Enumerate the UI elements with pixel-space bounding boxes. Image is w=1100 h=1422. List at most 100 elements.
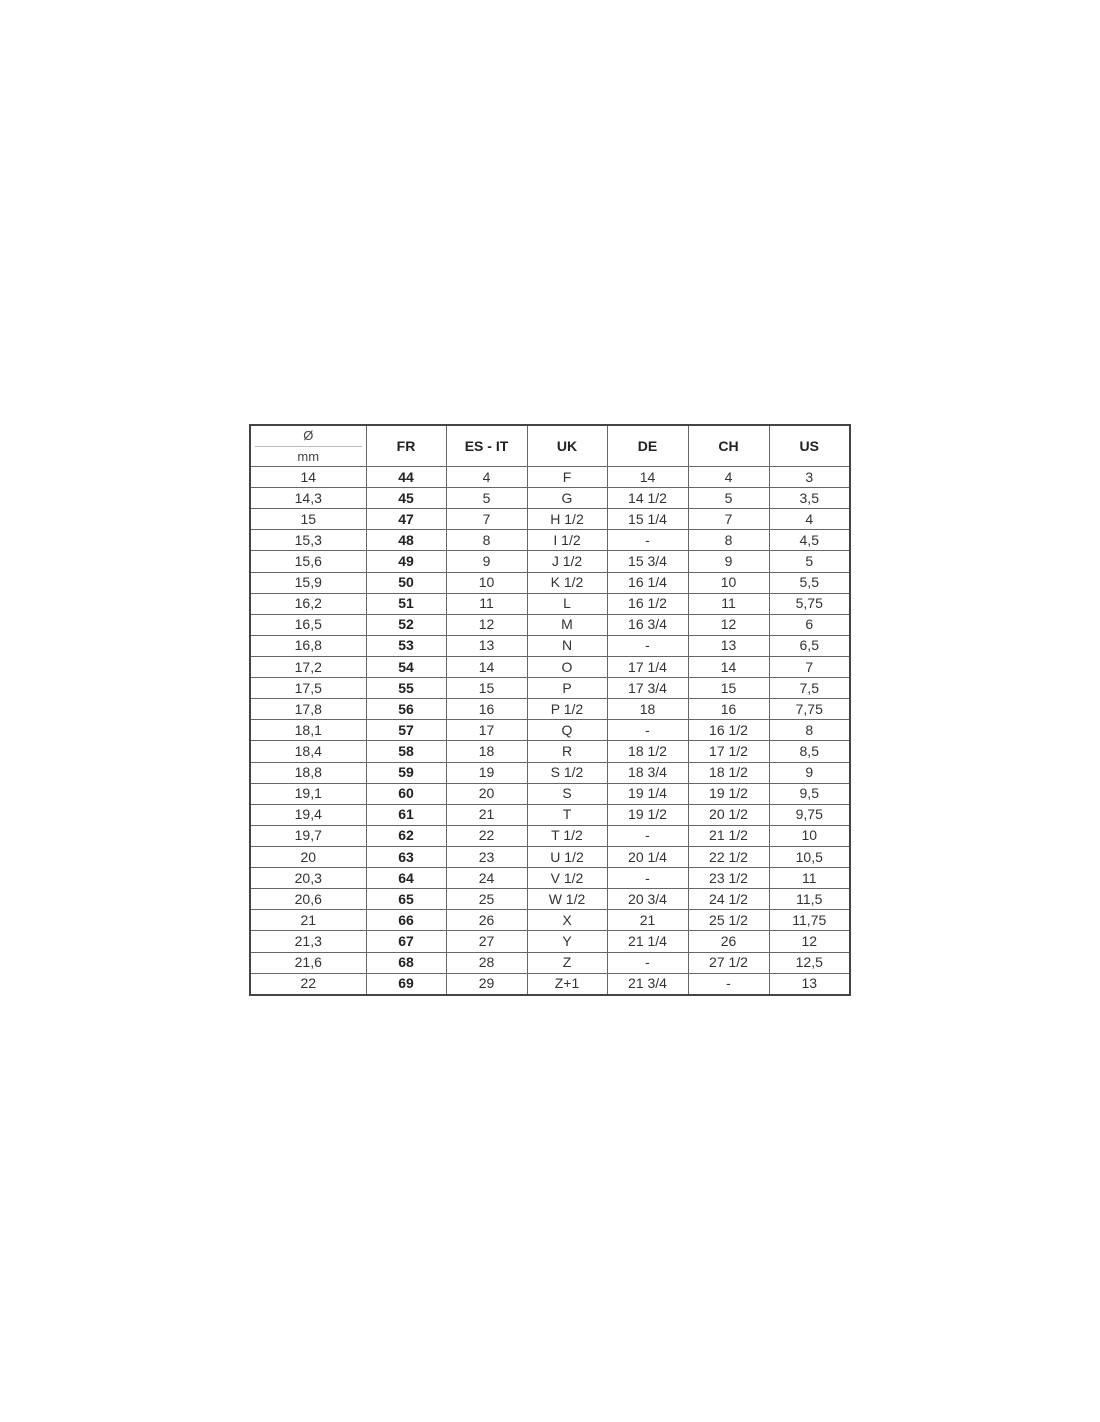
cell-de: - bbox=[606, 824, 689, 847]
cell-diameter-mm: 16,8 bbox=[249, 634, 367, 657]
cell-es-it: 12 bbox=[445, 613, 528, 636]
cell-ch: 16 1/2 bbox=[687, 719, 770, 742]
cell-fr: 51 bbox=[365, 592, 447, 615]
table-row: 15,3 48 8 I 1/2-8 4,5 bbox=[249, 529, 851, 552]
cell-ch: 7 bbox=[687, 508, 770, 531]
cell-uk: H 1/2 bbox=[526, 508, 608, 531]
table-row: 15,9 50 10 K 1/2 16 1/4 10 5,5 bbox=[249, 571, 851, 594]
table-row: 20 63 23 U 1/2 20 1/4 22 1/2 10,5 bbox=[249, 845, 851, 869]
cell-uk: Y bbox=[526, 930, 608, 953]
ring-size-table: Ø mm FR ES - IT UK DE CH US 14 44 4 F 14 4 3 14… bbox=[249, 424, 851, 996]
table-row: 17,5 55 15 P 17 3/4 15 7,5 bbox=[249, 677, 851, 700]
cell-ch: - bbox=[687, 972, 770, 996]
cell-de: - bbox=[606, 634, 689, 657]
table-row: 22 69 29 Z+1 21 3/4-13 bbox=[249, 972, 851, 996]
cell-ch: 5 bbox=[687, 487, 770, 510]
cell-uk: T 1/2 bbox=[526, 824, 608, 847]
header-us: US bbox=[768, 424, 851, 467]
cell-diameter-mm: 14,3 bbox=[249, 487, 367, 510]
cell-us: 10 bbox=[768, 824, 851, 847]
cell-diameter-mm: 18,8 bbox=[249, 761, 367, 784]
cell-diameter-mm: 21 bbox=[249, 909, 367, 932]
cell-us: 11,75 bbox=[768, 909, 851, 932]
cell-us: 7,5 bbox=[768, 677, 851, 700]
cell-fr: 69 bbox=[365, 972, 447, 996]
cell-de: 14 1/2 bbox=[606, 487, 689, 510]
table-row: 19,7 62 22 T 1/2-21 1/2 10 bbox=[249, 824, 851, 847]
table-row: 20,6 65 25 W 1/2 20 3/4 24 1/2 11,5 bbox=[249, 888, 851, 911]
cell-fr: 68 bbox=[365, 951, 447, 974]
table-row: 14 44 4 F 14 4 3 bbox=[249, 465, 851, 489]
table-row: 21,6 68 28 Z -27 1/2 12,5 bbox=[249, 951, 851, 974]
cell-us: 13 bbox=[768, 972, 851, 996]
cell-us: 9,5 bbox=[768, 782, 851, 805]
table-row: 19,4 61 21 T 19 1/2 20 1/2 9,75 bbox=[249, 803, 851, 826]
cell-diameter-mm: 20,3 bbox=[249, 867, 367, 890]
cell-es-it: 22 bbox=[445, 824, 528, 847]
cell-us: 4 bbox=[768, 508, 851, 531]
cell-diameter-mm: 18,4 bbox=[249, 740, 367, 763]
cell-us: 7,75 bbox=[768, 698, 851, 721]
cell-diameter-mm: 17,8 bbox=[249, 698, 367, 721]
cell-uk: J 1/2 bbox=[526, 550, 608, 573]
cell-fr: 50 bbox=[365, 571, 447, 594]
cell-uk: K 1/2 bbox=[526, 571, 608, 594]
cell-uk: O bbox=[526, 655, 608, 679]
cell-us: 5 bbox=[768, 550, 851, 573]
cell-de: 20 1/4 bbox=[606, 845, 689, 869]
cell-us: 12 bbox=[768, 930, 851, 953]
cell-fr: 52 bbox=[365, 613, 447, 636]
header-uk: UK bbox=[526, 424, 608, 467]
cell-de: 17 1/4 bbox=[606, 655, 689, 679]
cell-uk: S bbox=[526, 782, 608, 805]
cell-es-it: 26 bbox=[445, 909, 528, 932]
cell-es-it: 24 bbox=[445, 867, 528, 890]
cell-fr: 53 bbox=[365, 634, 447, 657]
table-row: 18,1 57 17 Q -16 1/2 8 bbox=[249, 719, 851, 742]
cell-fr: 55 bbox=[365, 677, 447, 700]
table-row: 21,3 67 27 Y 21 1/4 26 12 bbox=[249, 930, 851, 953]
cell-fr: 56 bbox=[365, 698, 447, 721]
cell-ch: 11 bbox=[687, 592, 770, 615]
table-row: 16,5 52 12 M 16 3/4 12 6 bbox=[249, 613, 851, 636]
cell-diameter-mm: 15,6 bbox=[249, 550, 367, 573]
cell-fr: 54 bbox=[365, 655, 447, 679]
cell-uk: I 1/2 bbox=[526, 529, 608, 552]
table-row: 16,8 53 13 N -13 6,5 bbox=[249, 634, 851, 657]
cell-uk: U 1/2 bbox=[526, 845, 608, 869]
cell-fr: 61 bbox=[365, 803, 447, 826]
cell-diameter-mm: 14 bbox=[249, 465, 367, 489]
cell-diameter-mm: 19,7 bbox=[249, 824, 367, 847]
table-row: 16,2 51 11 L 16 1/2 11 5,75 bbox=[249, 592, 851, 615]
table-row: 14,3 45 5 G 14 1/2 5 3,5 bbox=[249, 487, 851, 510]
cell-diameter-mm: 22 bbox=[249, 972, 367, 996]
cell-us: 8 bbox=[768, 719, 851, 742]
cell-fr: 45 bbox=[365, 487, 447, 510]
cell-diameter-mm: 16,5 bbox=[249, 613, 367, 636]
cell-ch: 27 1/2 bbox=[687, 951, 770, 974]
cell-es-it: 23 bbox=[445, 845, 528, 869]
cell-diameter-mm: 15,3 bbox=[249, 529, 367, 552]
table-row: 17,8 56 16 P 1/2 18 16 7,75 bbox=[249, 698, 851, 721]
cell-fr: 48 bbox=[365, 529, 447, 552]
cell-ch: 20 1/2 bbox=[687, 803, 770, 826]
header-fr: FR bbox=[365, 424, 447, 467]
cell-de: 17 3/4 bbox=[606, 677, 689, 700]
cell-fr: 67 bbox=[365, 930, 447, 953]
cell-ch: 13 bbox=[687, 634, 770, 657]
cell-es-it: 18 bbox=[445, 740, 528, 763]
cell-uk: M bbox=[526, 613, 608, 636]
cell-diameter-mm: 17,5 bbox=[249, 677, 367, 700]
cell-fr: 49 bbox=[365, 550, 447, 573]
header-de: DE bbox=[606, 424, 689, 467]
cell-us: 3,5 bbox=[768, 487, 851, 510]
cell-uk: W 1/2 bbox=[526, 888, 608, 911]
cell-fr: 60 bbox=[365, 782, 447, 805]
cell-us: 4,5 bbox=[768, 529, 851, 552]
table-body: 14 44 4 F 14 4 3 14,3 45 5 G 14 1/2 5 3,5 15 47 7 H 1/2 15… bbox=[249, 465, 851, 996]
table-row: 19,1 60 20 S 19 1/4 19 1/2 9,5 bbox=[249, 782, 851, 805]
cell-ch: 26 bbox=[687, 930, 770, 953]
cell-ch: 15 bbox=[687, 677, 770, 700]
cell-es-it: 4 bbox=[445, 465, 528, 489]
cell-es-it: 8 bbox=[445, 529, 528, 552]
